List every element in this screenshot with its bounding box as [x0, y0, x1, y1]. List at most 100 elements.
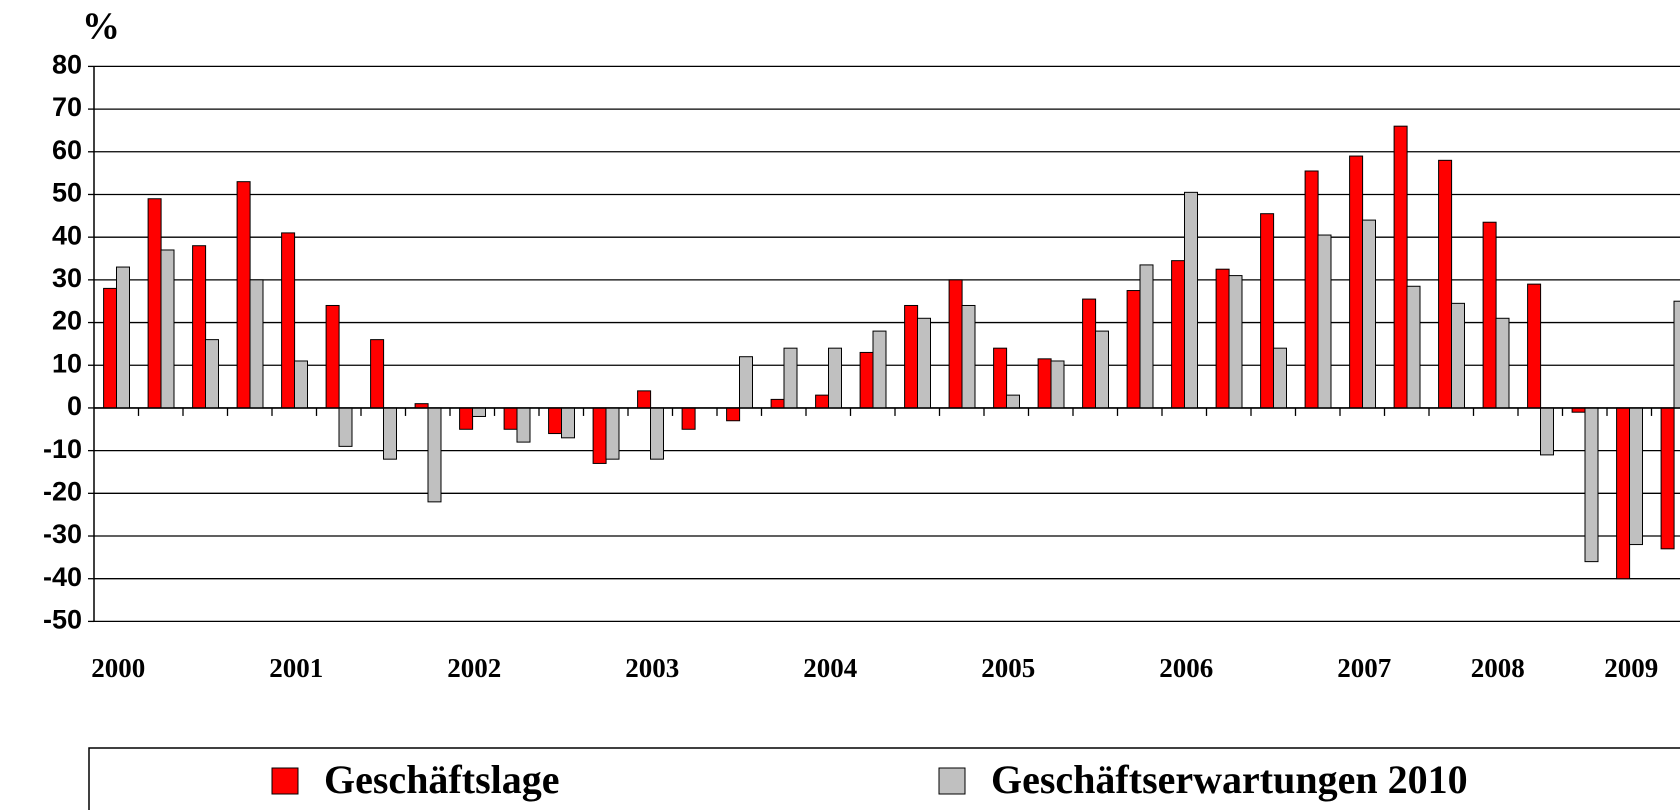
bar — [472, 407, 486, 417]
bar — [1273, 347, 1287, 409]
bar — [548, 407, 563, 435]
bar — [815, 394, 830, 409]
bar — [1349, 155, 1364, 409]
bar — [1495, 317, 1510, 409]
bar — [1438, 159, 1453, 409]
bar — [1527, 283, 1542, 409]
bar — [1406, 285, 1421, 409]
legend-swatch — [271, 767, 299, 795]
y-tick-label: -30 — [43, 519, 82, 549]
bar — [1037, 358, 1052, 409]
y-tick-label: -50 — [43, 605, 82, 635]
bar — [1304, 170, 1319, 409]
bar — [681, 407, 696, 430]
y-tick-label: 80 — [52, 50, 82, 80]
bar — [1540, 407, 1554, 456]
bar — [1228, 275, 1243, 409]
legend-swatch — [938, 767, 966, 795]
bar — [1660, 407, 1675, 550]
bar — [236, 181, 251, 409]
bar — [249, 279, 264, 409]
bar — [160, 249, 175, 409]
y-tick-label: -20 — [43, 476, 82, 506]
y-tick-label: 70 — [52, 92, 82, 122]
x-tick-label: 2006 — [1159, 653, 1213, 683]
bar — [116, 266, 130, 409]
bar — [961, 304, 976, 409]
x-tick-label: 2007 — [1337, 653, 1391, 683]
bar — [1616, 407, 1631, 580]
y-tick-label: 10 — [52, 348, 82, 378]
bar — [917, 317, 931, 409]
bar — [1171, 260, 1186, 409]
bar — [904, 304, 919, 409]
bar — [192, 245, 207, 409]
y-tick-label: 20 — [52, 306, 82, 336]
bar — [205, 339, 219, 409]
bar — [1584, 407, 1599, 563]
bar — [1095, 330, 1109, 409]
legend-box — [88, 747, 1680, 810]
bar — [147, 198, 162, 409]
x-tick-label: 2004 — [803, 653, 857, 683]
bar — [948, 279, 963, 409]
bar — [325, 304, 340, 409]
bar — [1451, 302, 1465, 409]
y-tick-label: 60 — [52, 135, 82, 165]
bar — [383, 407, 397, 460]
y-tick-label: -40 — [43, 562, 82, 592]
bar — [605, 407, 620, 460]
bar — [783, 347, 798, 409]
bar — [1006, 394, 1020, 409]
bar — [1260, 213, 1275, 409]
bar — [1393, 125, 1408, 409]
y-tick-label: 40 — [52, 220, 82, 250]
x-tick-label: 2001 — [269, 653, 323, 683]
bar — [338, 407, 353, 447]
bar — [1082, 298, 1097, 409]
legend-label: Geschäftserwartungen 2010 — [991, 757, 1468, 802]
y-tick-label: 30 — [52, 263, 82, 293]
bar — [872, 330, 887, 409]
bar — [103, 287, 118, 409]
chart-title: % — [82, 6, 120, 48]
bar — [1126, 290, 1141, 409]
y-tick-label: 50 — [52, 178, 82, 208]
bar — [370, 339, 385, 409]
bar — [1317, 234, 1332, 409]
x-tick-label: 2003 — [625, 653, 679, 683]
legend-label: Geschäftslage — [324, 757, 560, 802]
bar — [561, 407, 575, 439]
bar — [1629, 407, 1643, 546]
bar — [459, 407, 474, 430]
bar — [592, 407, 607, 464]
x-tick-label: 2008 — [1471, 653, 1525, 683]
bar — [828, 347, 842, 409]
bar — [739, 356, 753, 409]
bar — [1215, 268, 1230, 409]
bar — [503, 407, 518, 430]
x-tick-label: 2000 — [91, 653, 145, 683]
y-tick-label: -10 — [43, 434, 82, 464]
bar — [726, 407, 741, 422]
bar — [281, 232, 296, 409]
bar — [1673, 300, 1680, 409]
bar — [650, 407, 664, 460]
bar — [516, 407, 531, 443]
bar — [1482, 221, 1497, 409]
bar — [637, 390, 652, 409]
bar — [1184, 191, 1198, 409]
bar — [993, 347, 1008, 409]
bar — [294, 360, 308, 409]
bar — [1050, 360, 1065, 409]
x-tick-label: 2002 — [447, 653, 501, 683]
bar — [859, 351, 874, 409]
y-tick-label: 0 — [67, 391, 82, 421]
bar — [770, 398, 785, 409]
bar — [1139, 264, 1154, 409]
bar — [1362, 219, 1376, 409]
x-tick-label: 2005 — [981, 653, 1035, 683]
x-tick-label: 2009 — [1604, 653, 1658, 683]
bar — [427, 407, 442, 503]
